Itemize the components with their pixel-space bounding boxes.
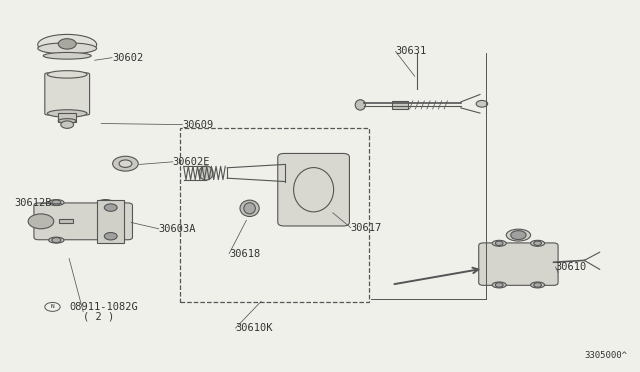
Circle shape [511,231,526,240]
Ellipse shape [38,34,97,55]
Text: 30602E: 30602E [173,157,211,167]
Circle shape [113,156,138,171]
Circle shape [52,237,61,243]
Circle shape [104,204,117,211]
Text: N: N [51,304,54,310]
Circle shape [495,241,503,246]
Text: 3305000^: 3305000^ [584,351,627,360]
Circle shape [101,237,110,243]
FancyBboxPatch shape [278,154,349,226]
Text: ( 2 ): ( 2 ) [83,312,115,322]
Text: 30610: 30610 [556,262,587,272]
Ellipse shape [47,110,87,117]
Circle shape [104,232,117,240]
Bar [59,219,73,223]
Circle shape [534,241,541,246]
Text: 30612B: 30612B [14,198,52,208]
Circle shape [476,100,488,107]
Bar [58,113,76,122]
Circle shape [119,160,132,167]
Ellipse shape [44,52,92,59]
Ellipse shape [492,240,506,246]
Text: 30609: 30609 [182,120,214,129]
Ellipse shape [355,100,365,110]
Circle shape [28,214,54,229]
Ellipse shape [531,240,545,246]
Ellipse shape [98,237,113,243]
Ellipse shape [49,199,64,205]
Ellipse shape [506,229,531,241]
Ellipse shape [47,71,87,78]
Text: 30617: 30617 [351,223,382,232]
Bar [392,101,408,109]
Circle shape [52,200,61,205]
Ellipse shape [240,200,259,217]
Circle shape [61,121,74,128]
Ellipse shape [38,43,97,54]
Ellipse shape [531,282,545,288]
FancyBboxPatch shape [34,203,132,240]
FancyBboxPatch shape [479,243,558,285]
Text: 30631: 30631 [396,46,427,56]
Ellipse shape [492,282,506,288]
Circle shape [495,283,503,287]
Ellipse shape [244,203,255,214]
Circle shape [58,39,76,49]
Text: 30603A: 30603A [159,224,196,234]
Bar [180,128,369,302]
Text: 30610K: 30610K [236,323,273,333]
Ellipse shape [98,199,113,205]
Ellipse shape [58,119,76,123]
Ellipse shape [49,237,64,243]
Text: 30618: 30618 [229,249,260,259]
Circle shape [101,200,110,205]
Circle shape [534,283,541,287]
Bar [97,200,124,243]
Ellipse shape [199,166,213,180]
FancyBboxPatch shape [45,73,90,115]
Text: 30602: 30602 [112,53,143,62]
Text: 08911-1082G: 08911-1082G [69,302,138,312]
